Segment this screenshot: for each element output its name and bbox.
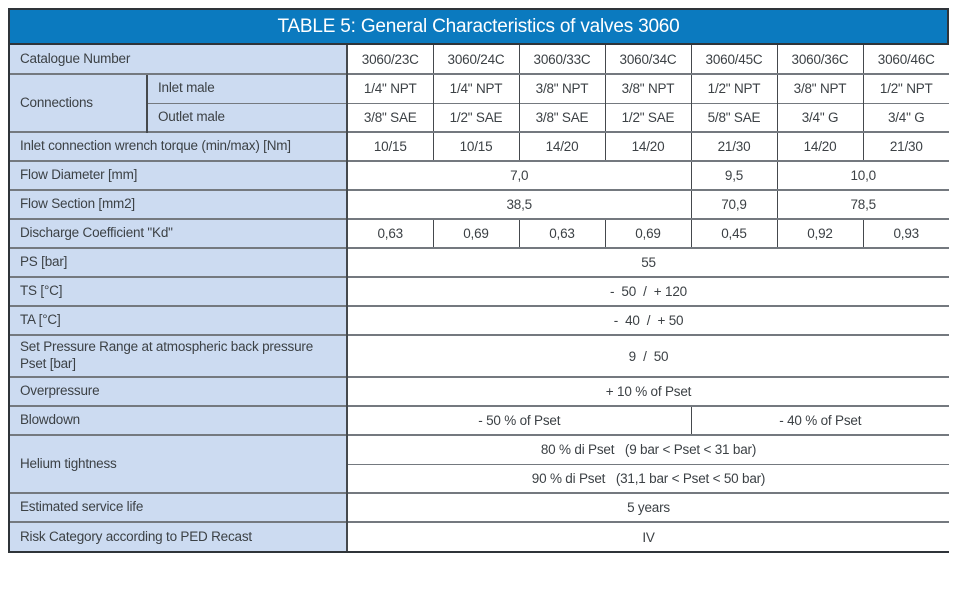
row-catalogue-number: Catalogue Number 3060/23C 3060/24C 3060/… [10, 45, 949, 74]
ps-label: PS [bar] [10, 247, 347, 277]
risk-category-value: IV [346, 521, 949, 551]
catalogue-value: 3060/45C [690, 45, 777, 74]
kd-value: 0,63 [346, 218, 433, 248]
inlet-male-label: Inlet male [146, 73, 347, 103]
row-flow-section: Flow Section [mm2] 38,5 70,9 78,5 [10, 189, 949, 219]
flow-diameter-value: 10,0 [776, 160, 949, 190]
helium-tightness-value-2: 90 % di Pset (31,1 bar < Pset < 50 bar) [346, 463, 949, 493]
blowdown-label: Blowdown [10, 405, 347, 435]
catalogue-value: 3060/33C [518, 45, 605, 74]
overpressure-value: + 10 % of Pset [346, 376, 949, 406]
outlet-male-value: 5/8" SAE [690, 102, 777, 132]
kd-value: 0,45 [690, 218, 777, 248]
catalogue-value: 3060/24C [432, 45, 519, 74]
risk-category-label: Risk Category according to PED Recast [10, 521, 347, 551]
ts-label: TS [°C] [10, 276, 347, 306]
torque-value: 14/20 [518, 131, 605, 161]
ta-value: - 40 / + 50 [346, 305, 949, 335]
row-connections-inlet: Connections Inlet male 1/4" NPT 1/4" NPT… [10, 73, 949, 132]
outlet-male-value: 1/2" SAE [432, 102, 519, 132]
row-ta: TA [°C] - 40 / + 50 [10, 305, 949, 335]
inlet-male-value: 3/8" NPT [776, 73, 863, 103]
outlet-male-value: 3/4" G [776, 102, 863, 132]
flow-section-value: 38,5 [346, 189, 691, 219]
torque-value: 21/30 [690, 131, 777, 161]
outlet-male-value: 3/8" SAE [346, 102, 433, 132]
blowdown-value-left: - 50 % of Pset [346, 405, 691, 435]
row-ps: PS [bar] 55 [10, 247, 949, 277]
kd-value: 0,92 [776, 218, 863, 248]
torque-value: 10/15 [346, 131, 433, 161]
discharge-coefficient-label: Discharge Coefficient "Kd" [10, 218, 347, 248]
kd-value: 0,93 [862, 218, 949, 248]
outlet-male-value: 3/8" SAE [518, 102, 605, 132]
table-title: TABLE 5: General Characteristics of valv… [10, 10, 947, 45]
inlet-male-value: 1/2" NPT [690, 73, 777, 103]
torque-value: 21/30 [862, 131, 949, 161]
flow-diameter-value: 9,5 [690, 160, 777, 190]
row-wrench-torque: Inlet connection wrench torque (min/max)… [10, 131, 949, 161]
service-life-value: 5 years [346, 492, 949, 522]
catalogue-value: 3060/34C [604, 45, 691, 74]
torque-value: 14/20 [776, 131, 863, 161]
outlet-male-label: Outlet male [146, 102, 347, 132]
row-set-pressure-range: Set Pressure Range at atmospheric back p… [10, 334, 949, 377]
ps-value: 55 [346, 247, 949, 277]
characteristics-grid: Catalogue Number 3060/23C 3060/24C 3060/… [10, 45, 949, 551]
row-overpressure: Overpressure + 10 % of Pset [10, 376, 949, 406]
row-helium-tightness-2: 90 % di Pset (31,1 bar < Pset < 50 bar) [10, 463, 949, 493]
flow-diameter-value: 7,0 [346, 160, 691, 190]
inlet-male-value: 3/8" NPT [604, 73, 691, 103]
outlet-male-value: 3/4" G [862, 102, 949, 132]
outlet-male-value: 1/2" SAE [604, 102, 691, 132]
kd-value: 0,69 [432, 218, 519, 248]
wrench-torque-label: Inlet connection wrench torque (min/max)… [10, 131, 347, 161]
helium-tightness-label: Helium tightness [10, 434, 347, 493]
set-pressure-range-label: Set Pressure Range at atmospheric back p… [10, 334, 347, 377]
inlet-male-value: 1/4" NPT [432, 73, 519, 103]
flow-section-value: 70,9 [690, 189, 777, 219]
service-life-label: Estimated service life [10, 492, 347, 522]
torque-value: 14/20 [604, 131, 691, 161]
row-helium-tightness-1: Helium tightness 80 % di Pset (9 bar < P… [10, 434, 949, 493]
catalogue-number-label: Catalogue Number [10, 45, 347, 74]
row-risk-category: Risk Category according to PED Recast IV [10, 521, 949, 551]
catalogue-value: 3060/23C [346, 45, 433, 74]
row-flow-diameter: Flow Diameter [mm] 7,0 9,5 10,0 [10, 160, 949, 190]
kd-value: 0,69 [604, 218, 691, 248]
flow-diameter-label: Flow Diameter [mm] [10, 160, 347, 190]
catalogue-value: 3060/36C [776, 45, 863, 74]
blowdown-value-right: - 40 % of Pset [690, 405, 949, 435]
valve-characteristics-table: TABLE 5: General Characteristics of valv… [8, 8, 949, 553]
row-service-life: Estimated service life 5 years [10, 492, 949, 522]
ts-value: - 50 / + 120 [346, 276, 949, 306]
inlet-male-value: 1/4" NPT [346, 73, 433, 103]
kd-value: 0,63 [518, 218, 605, 248]
torque-value: 10/15 [432, 131, 519, 161]
helium-tightness-value-1: 80 % di Pset (9 bar < Pset < 31 bar) [346, 434, 949, 464]
connections-group-label: Connections [10, 73, 147, 132]
flow-section-label: Flow Section [mm2] [10, 189, 347, 219]
inlet-male-value: 1/2" NPT [862, 73, 949, 103]
inlet-male-value: 3/8" NPT [518, 73, 605, 103]
row-connections-outlet: Outlet male 3/8" SAE 1/2" SAE 3/8" SAE 1… [10, 102, 949, 132]
row-blowdown: Blowdown - 50 % of Pset - 40 % of Pset [10, 405, 949, 435]
flow-section-value: 78,5 [776, 189, 949, 219]
row-ts: TS [°C] - 50 / + 120 [10, 276, 949, 306]
set-pressure-range-value: 9 / 50 [346, 334, 949, 377]
row-discharge-coefficient: Discharge Coefficient "Kd" 0,63 0,69 0,6… [10, 218, 949, 248]
overpressure-label: Overpressure [10, 376, 347, 406]
ta-label: TA [°C] [10, 305, 347, 335]
catalogue-value: 3060/46C [862, 45, 949, 74]
